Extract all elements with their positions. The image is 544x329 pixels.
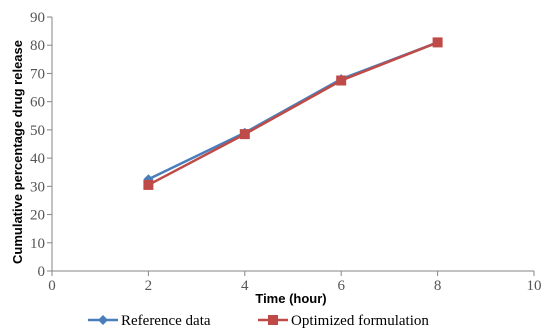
series-2 <box>143 37 443 190</box>
legend-item: Reference data <box>88 313 211 329</box>
y-tick-label: 50 <box>30 123 45 139</box>
legend-label: Reference data <box>121 313 211 329</box>
series-line <box>147 41 439 187</box>
legend: Reference data Optimized formulation <box>88 313 429 329</box>
y-tick-label: 70 <box>30 66 45 82</box>
x-axis-title: Time (hour) <box>255 291 326 306</box>
series-line <box>147 41 439 181</box>
y-tick-label: 90 <box>30 10 45 26</box>
data-point <box>143 179 154 190</box>
y-tick-label: 0 <box>38 264 46 280</box>
legend-item: Optimized formulation <box>258 313 429 329</box>
x-tick-label: 10 <box>527 278 542 294</box>
legend-label: Optimized formulation <box>291 313 429 329</box>
axes <box>51 17 534 272</box>
y-tick-label: 10 <box>30 236 45 252</box>
y-axis-ticks: 0 10 20 30 40 50 60 70 80 90 <box>30 10 52 280</box>
x-tick-label: 2 <box>145 278 153 294</box>
x-tick-label: 6 <box>337 278 345 294</box>
y-tick-label: 20 <box>30 208 45 224</box>
data-point <box>239 129 250 140</box>
legend-swatch-marker <box>268 315 278 325</box>
x-axis-ticks: 0 2 4 6 8 10 <box>48 271 542 294</box>
y-axis-title: Cumulative percentage drug release <box>10 40 25 264</box>
y-tick-label: 40 <box>30 151 45 167</box>
series-layer <box>143 37 443 190</box>
data-point <box>432 37 443 48</box>
legend-swatch-marker <box>98 315 108 325</box>
y-tick-label: 80 <box>30 38 45 54</box>
y-tick-label: 30 <box>30 179 45 195</box>
x-tick-label: 0 <box>48 278 56 294</box>
x-tick-label: 4 <box>241 278 249 294</box>
x-tick-label: 8 <box>434 278 442 294</box>
data-point <box>336 75 347 86</box>
y-tick-label: 60 <box>30 95 45 111</box>
